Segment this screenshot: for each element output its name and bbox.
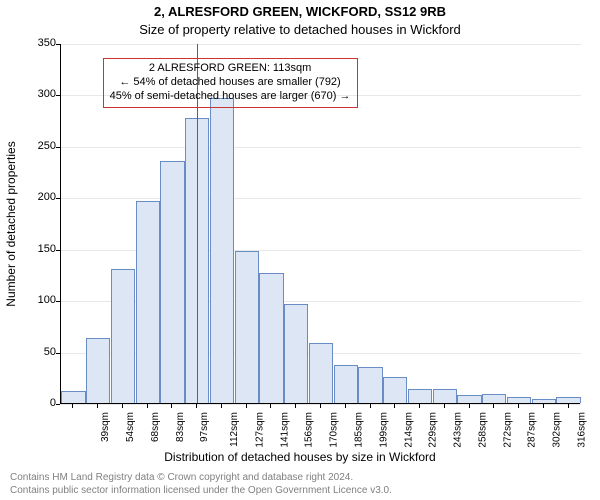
x-tick-label: 185sqm [354,412,365,448]
annotation-line: 2 ALRESFORD GREEN: 113sqm [110,62,351,76]
histogram-bar [136,201,160,403]
x-tick-label: 316sqm [576,412,587,448]
x-tick-label: 214sqm [403,412,414,448]
annotation-line: ← 54% of detached houses are smaller (79… [110,76,351,90]
gridline [61,147,581,148]
x-tick-mark [97,404,98,408]
x-tick-label: 39sqm [100,412,111,442]
x-tick-mark [444,404,445,408]
x-tick-label: 302sqm [552,412,563,448]
x-tick-mark [493,404,494,408]
y-tick-mark [56,95,60,96]
histogram-bar [383,377,407,403]
y-tick-mark [56,147,60,148]
histogram-bar [334,365,358,403]
histogram-bar [160,161,184,403]
y-tick-label: 0 [16,397,56,409]
y-tick-label: 350 [16,37,56,49]
x-tick-label: 258sqm [477,412,488,448]
x-tick-mark [469,404,470,408]
x-tick-label: 170sqm [329,412,340,448]
x-axis-label: Distribution of detached houses by size … [0,450,600,464]
gridline [61,404,581,405]
histogram-bar [235,251,259,403]
chart-title-address: 2, ALRESFORD GREEN, WICKFORD, SS12 9RB [0,4,600,19]
y-tick-label: 200 [16,191,56,203]
x-tick-mark [568,404,569,408]
x-tick-mark [518,404,519,408]
y-tick-label: 250 [16,140,56,152]
x-tick-label: 127sqm [255,412,266,448]
gridline [61,44,581,45]
chart-title-desc: Size of property relative to detached ho… [0,22,600,37]
histogram-bar [556,397,580,403]
y-tick-label: 50 [16,346,56,358]
y-tick-mark [56,44,60,45]
plot-area: 2 ALRESFORD GREEN: 113sqm← 54% of detach… [60,44,580,404]
footer-line-1: Contains HM Land Registry data © Crown c… [10,472,353,483]
x-tick-mark [72,404,73,408]
histogram-bar [457,395,481,403]
histogram-bar [210,98,234,403]
x-tick-label: 83sqm [175,412,186,442]
x-tick-label: 199sqm [378,412,389,448]
histogram-bar [358,367,382,403]
y-tick-mark [56,404,60,405]
x-tick-label: 112sqm [229,412,240,447]
x-tick-mark [147,404,148,408]
histogram-bar [309,343,333,403]
x-tick-mark [221,404,222,408]
y-tick-label: 100 [16,294,56,306]
histogram-bar [111,269,135,403]
x-tick-label: 156sqm [304,412,315,448]
x-tick-mark [394,404,395,408]
x-tick-mark [320,404,321,408]
y-tick-mark [56,301,60,302]
x-tick-label: 54sqm [125,412,136,442]
x-tick-mark [171,404,172,408]
x-tick-mark [122,404,123,408]
histogram-bar [86,338,110,403]
y-axis-label: Number of detached properties [4,141,18,306]
x-tick-mark [270,404,271,408]
x-tick-label: 141sqm [279,412,290,448]
histogram-bar [482,394,506,403]
histogram-bar [259,273,283,403]
x-tick-label: 68sqm [150,412,161,442]
x-tick-label: 272sqm [502,412,513,448]
x-tick-label: 97sqm [199,412,210,442]
x-tick-mark [370,404,371,408]
y-tick-label: 300 [16,88,56,100]
histogram-bar [532,399,556,403]
y-tick-mark [56,250,60,251]
x-tick-mark [246,404,247,408]
x-tick-mark [543,404,544,408]
y-tick-label: 150 [16,243,56,255]
histogram-bar [284,304,308,403]
x-tick-label: 229sqm [428,412,439,448]
histogram-bar [61,391,85,403]
x-tick-mark [295,404,296,408]
x-tick-mark [345,404,346,408]
x-tick-mark [419,404,420,408]
annotation-line: 45% of semi-detached houses are larger (… [110,90,351,104]
gridline [61,198,581,199]
annotation-box: 2 ALRESFORD GREEN: 113sqm← 54% of detach… [103,58,358,107]
histogram-bar [433,389,457,403]
x-tick-label: 243sqm [453,412,464,448]
x-tick-mark [196,404,197,408]
histogram-bar [408,389,432,403]
y-tick-mark [56,353,60,354]
footer-line-2: Contains public sector information licen… [10,485,392,496]
histogram-bar [507,397,531,403]
x-tick-label: 287sqm [527,412,538,448]
y-tick-mark [56,198,60,199]
